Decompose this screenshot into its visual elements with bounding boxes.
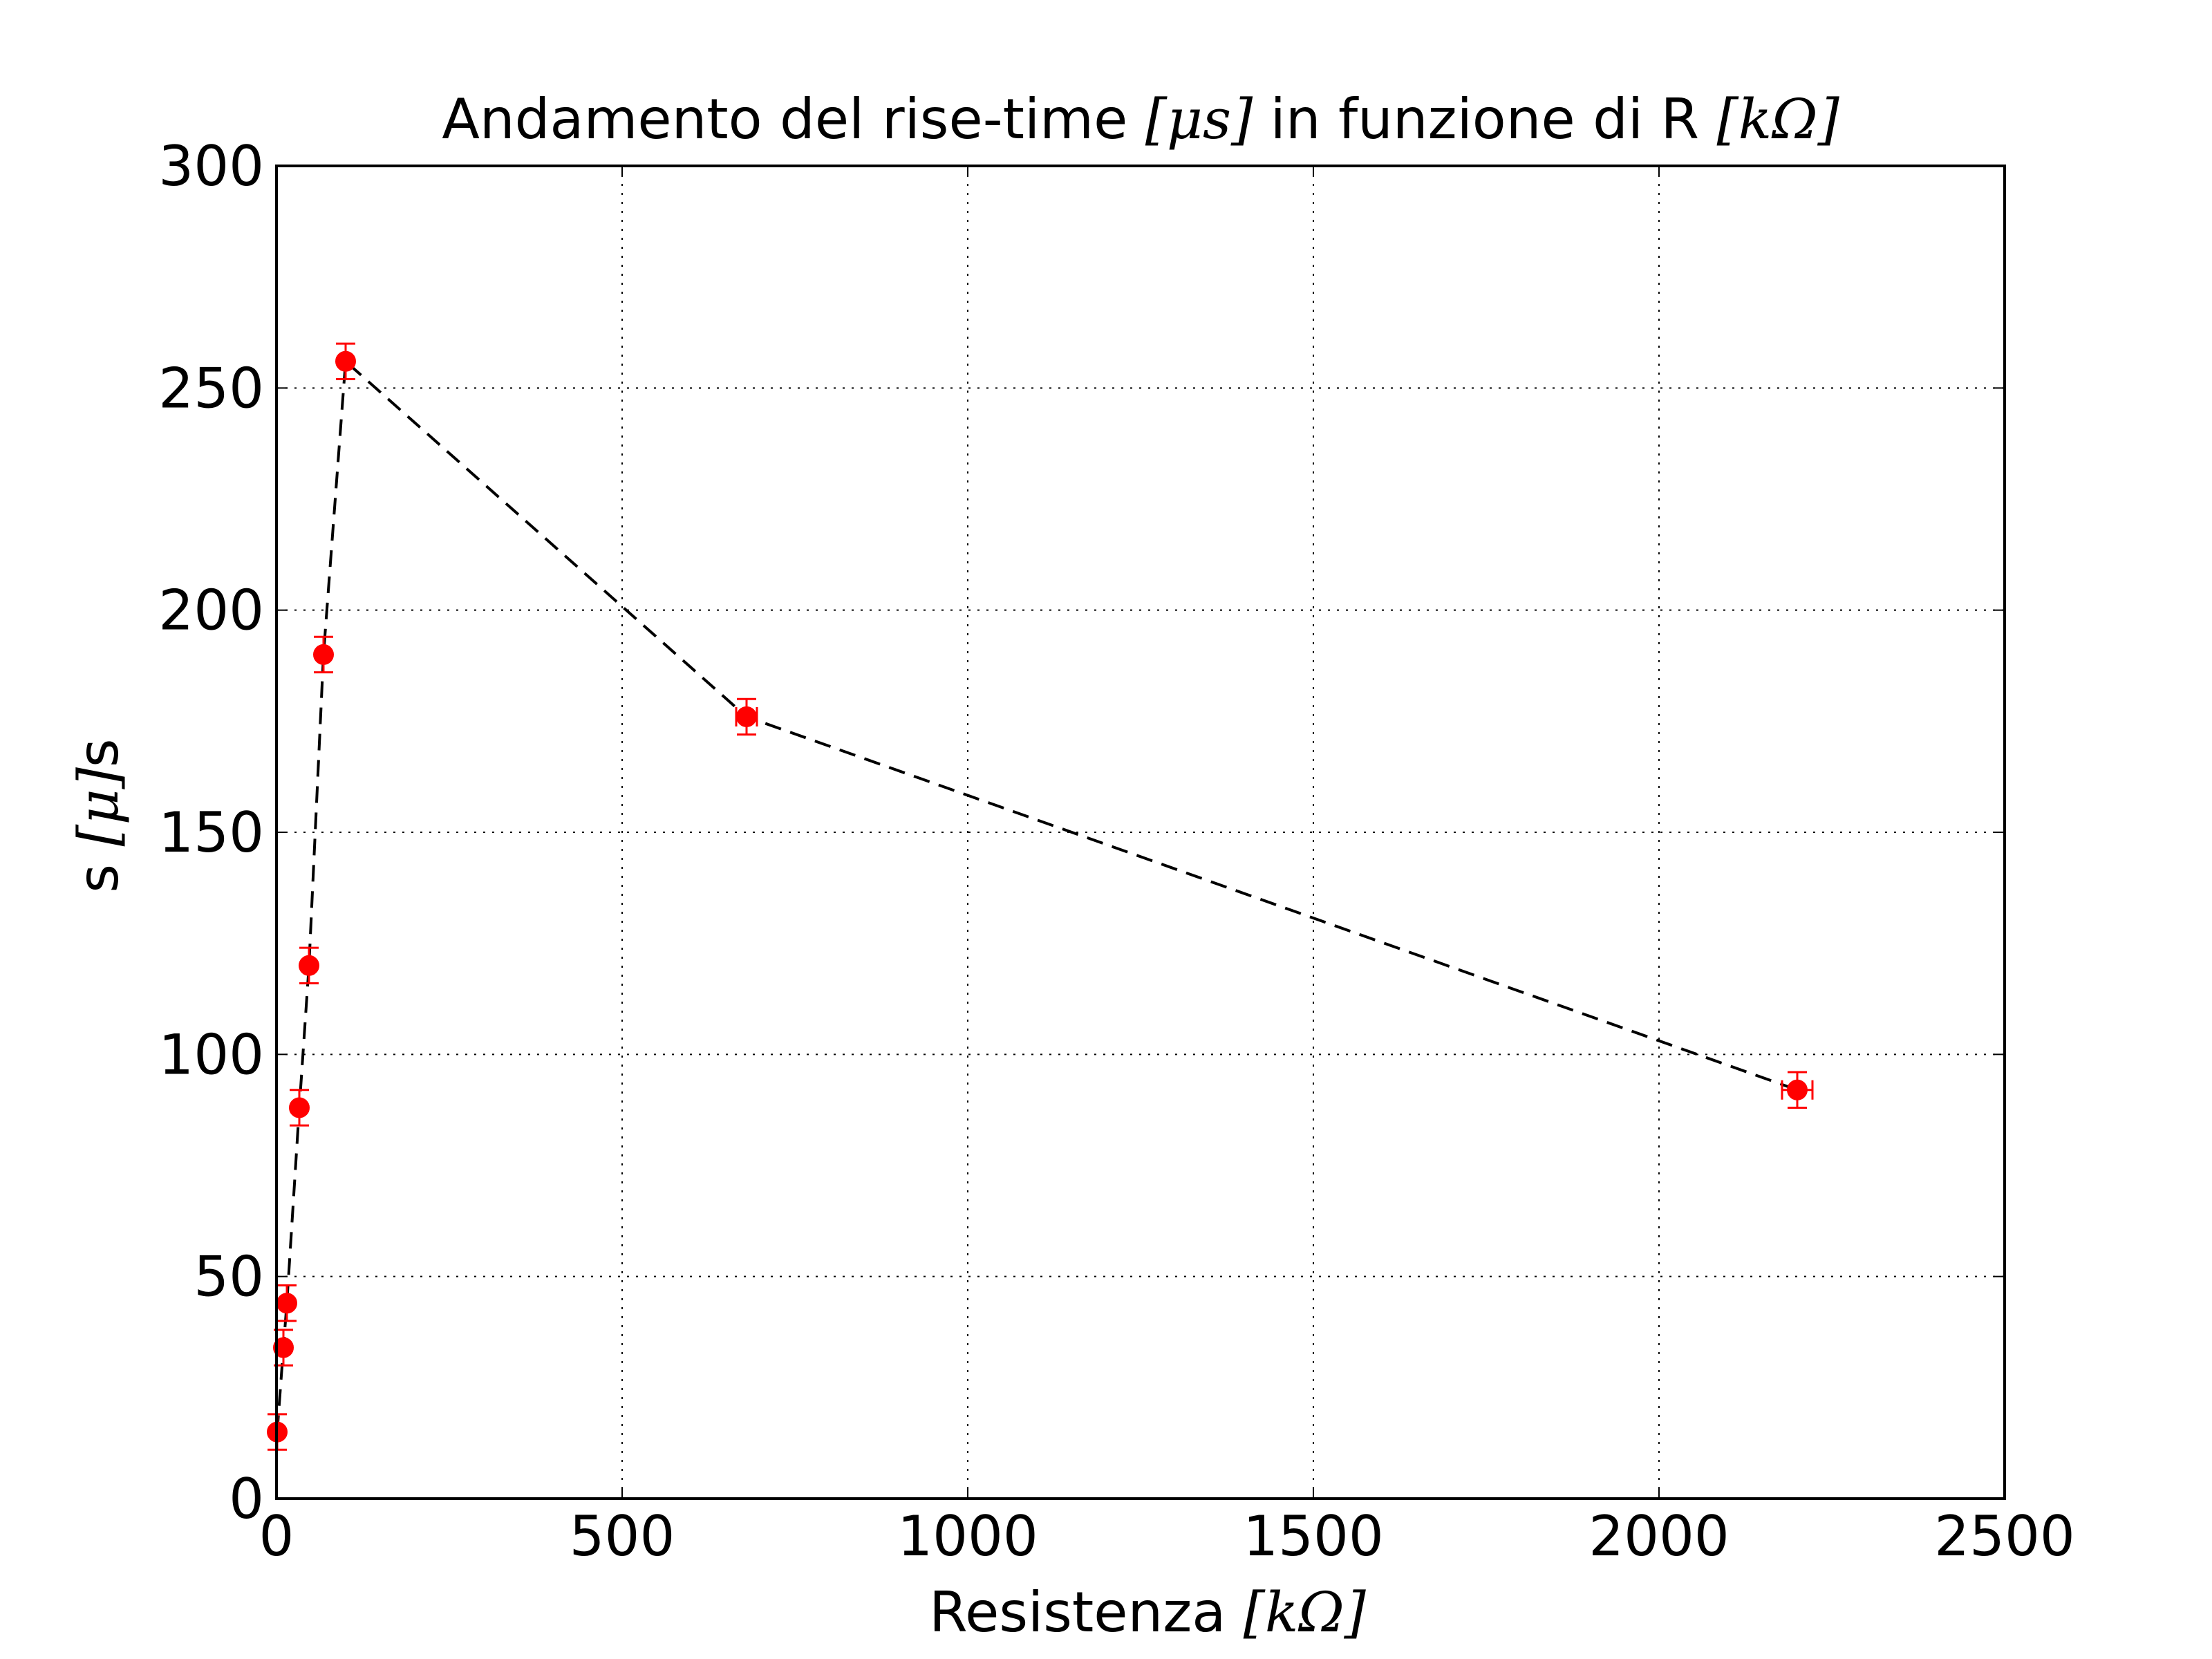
y-tick-label: 100 [158,1022,264,1087]
data-point [273,1337,294,1358]
x-axis-label-text: Resistenza [929,1580,1244,1644]
x-tick-label: 2000 [1588,1504,1730,1568]
title-unit-rise-time: [μs] [1145,87,1253,151]
x-tick-label: 1000 [897,1504,1038,1568]
y-tick-label: 250 [158,356,264,420]
data-point [289,1097,310,1118]
y-axis-label-unit: [μ] [66,767,131,846]
x-tick-label: 2500 [1934,1504,2075,1568]
data-point [299,955,319,976]
title-text-middle: in funzione di R [1253,87,1716,151]
y-tick-label: 150 [158,800,264,865]
y-tick-label: 50 [194,1245,264,1309]
data-point [335,350,356,372]
y-axis-label-text: s [66,847,131,893]
x-tick-label: 500 [570,1504,675,1568]
y-axis-label: s [μ]s [66,738,131,892]
data-point [736,706,757,727]
y-tick-label: 0 [229,1467,264,1531]
y-axis-label-suffix: s [66,738,131,767]
x-tick-label: 0 [259,1504,294,1568]
series-line [276,358,1798,1432]
title-unit-resistance: [kΩ] [1717,87,1840,151]
x-tick-label: 1500 [1243,1504,1384,1568]
grid [276,166,2005,1499]
x-axis-label: Resistenza [kΩ] [929,1580,1367,1644]
data-points [267,350,1808,1443]
x-axis-label-unit: [kΩ] [1244,1580,1367,1644]
y-tick-label: 300 [158,134,264,198]
data-point [1787,1079,1808,1100]
title-text: Andamento del rise-time [442,87,1145,151]
x-tick-labels: 0 500 1000 1500 2000 2500 [259,1504,2075,1568]
ticks [276,165,2005,1499]
chart-title: Andamento del rise-time [μs] in funzione… [442,87,1839,151]
y-tick-label: 200 [158,579,264,643]
data-point [276,1293,297,1314]
y-tick-labels: 0 50 100 150 200 250 300 [158,134,264,1531]
data-point [313,644,334,665]
series-line-path [276,358,1798,1432]
